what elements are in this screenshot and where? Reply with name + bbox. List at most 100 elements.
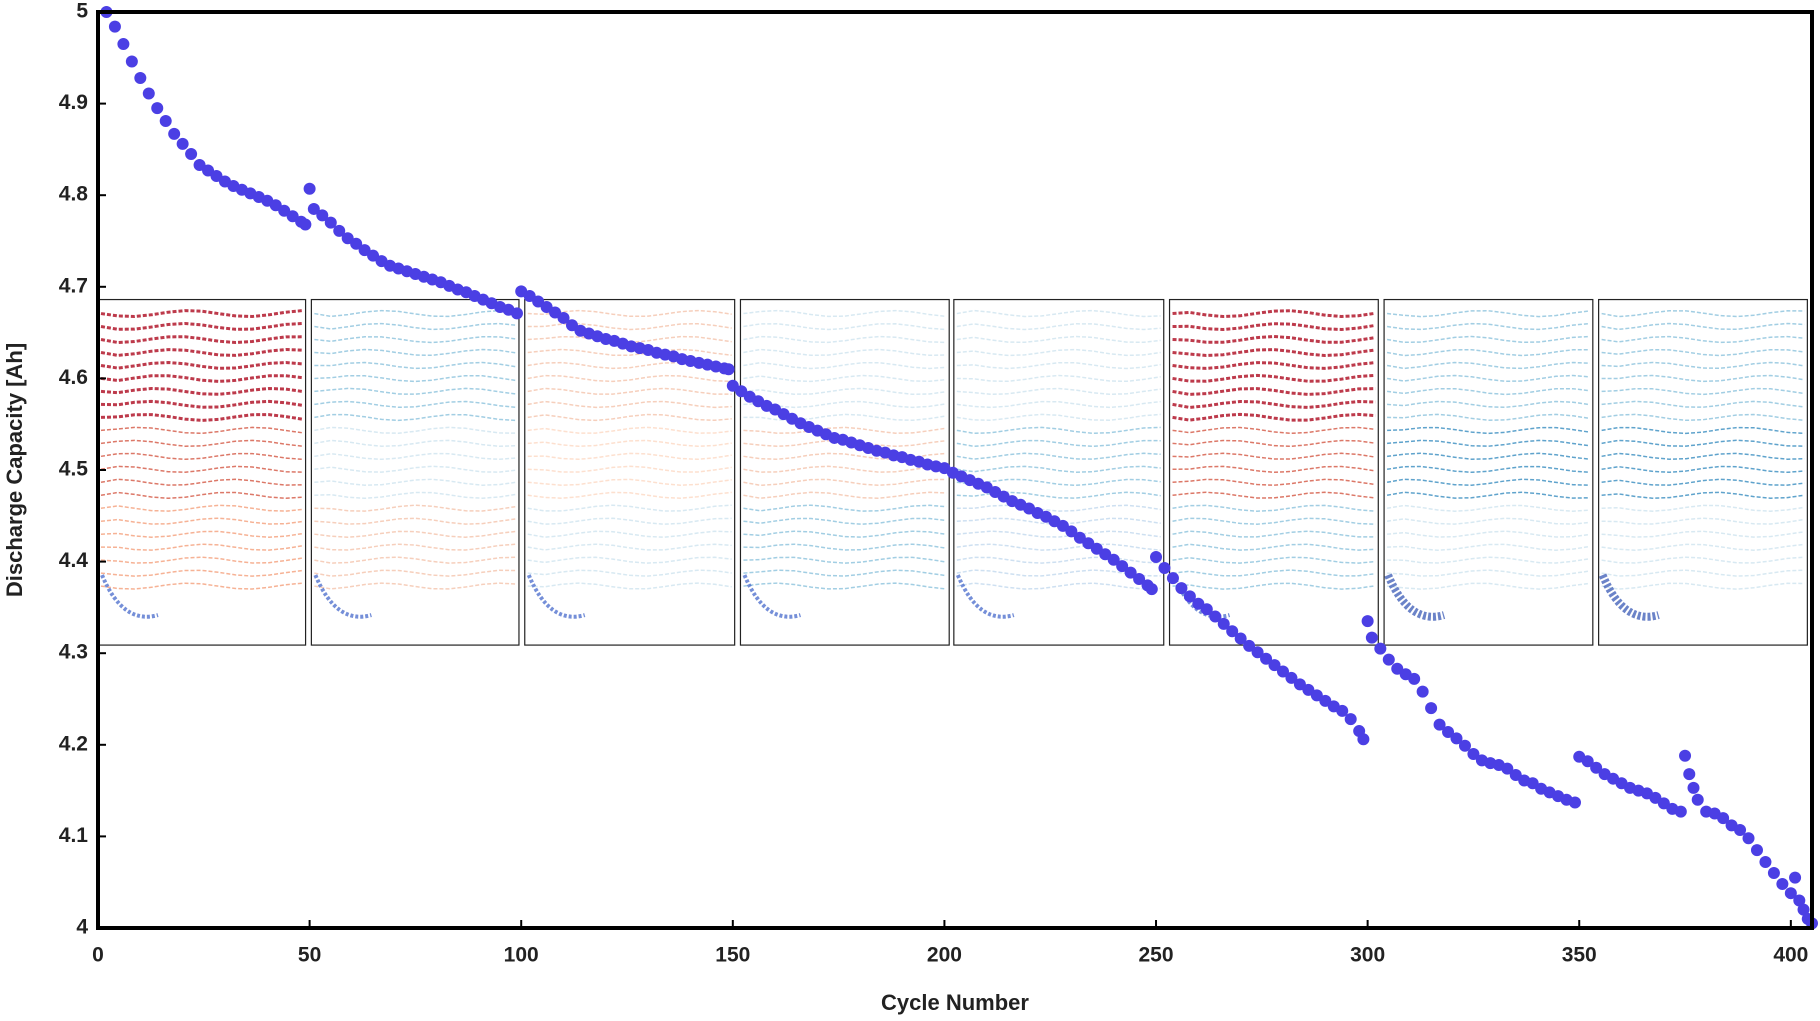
inset-stripe	[956, 309, 1161, 318]
inset-stripe	[1172, 452, 1376, 460]
inset-stripe	[100, 413, 303, 422]
inset-stripe	[956, 465, 1161, 473]
data-point	[1467, 747, 1480, 760]
data-point	[510, 307, 523, 320]
data-point	[185, 147, 198, 160]
data-point	[1458, 739, 1471, 752]
inset-stripe	[100, 374, 303, 383]
data-point	[1260, 652, 1273, 665]
inset-stripe	[100, 478, 303, 486]
inset-stripe	[1386, 452, 1590, 460]
data-point	[134, 71, 147, 84]
data-point	[324, 216, 337, 229]
data-point	[350, 237, 363, 250]
plot-frame	[96, 10, 1814, 930]
inset-stripe	[1386, 517, 1590, 525]
inset-stripe	[527, 504, 732, 512]
inset-stripe	[100, 335, 303, 345]
inset-stripe	[100, 543, 303, 551]
inset-stripe	[527, 322, 732, 331]
inset-stripe	[1601, 322, 1805, 331]
data-point	[142, 87, 155, 100]
data-point	[726, 379, 739, 392]
inset-stripe	[1386, 465, 1590, 474]
inset-stripe	[314, 348, 517, 357]
data-point	[1065, 525, 1078, 538]
inset-stripe	[1386, 491, 1590, 499]
data-point	[1442, 725, 1455, 738]
inset-stripe	[956, 374, 1161, 383]
data-point	[1683, 768, 1696, 781]
data-point	[269, 199, 282, 212]
inset-spike	[313, 574, 372, 619]
data-point	[722, 363, 735, 376]
data-point	[1717, 812, 1730, 825]
inset-stripe	[743, 400, 947, 409]
inset-stripe	[743, 530, 947, 538]
data-point	[1192, 597, 1205, 610]
data-point	[1750, 844, 1763, 857]
data-point	[1509, 769, 1522, 782]
data-point	[1183, 590, 1196, 603]
inset-stripe	[100, 360, 303, 370]
inset-stripe	[1172, 439, 1376, 448]
data-point	[565, 319, 578, 332]
inset-stripe	[743, 309, 947, 318]
inset-stripe	[100, 556, 303, 564]
inset-stripe	[956, 504, 1161, 512]
inset-stripe	[1601, 374, 1805, 383]
inset-stripe	[314, 387, 517, 395]
inset-frame	[1383, 298, 1594, 646]
inset-stripe	[956, 413, 1161, 421]
data-point	[1501, 762, 1514, 775]
y-tick-label: 4.9	[59, 91, 88, 114]
inset-stripe	[527, 374, 732, 383]
inset-stripe	[1601, 387, 1805, 396]
inset-stripe	[1387, 400, 1590, 409]
data-point	[1734, 823, 1747, 836]
data-point	[1209, 610, 1222, 623]
x-tick-label: 100	[504, 944, 539, 967]
data-point	[151, 102, 164, 115]
data-point	[1226, 625, 1239, 638]
data-point	[1285, 671, 1298, 684]
inset-stripe	[1601, 348, 1805, 357]
inset-stripe	[314, 361, 517, 370]
data-point	[193, 158, 206, 171]
data-point	[1344, 713, 1357, 726]
inset-stripe	[1387, 543, 1590, 551]
inset-stripe	[743, 361, 947, 370]
inset-stripe	[314, 309, 517, 318]
data-point	[1742, 832, 1755, 845]
inset-stripe	[1172, 504, 1376, 512]
inset-stripe	[527, 556, 732, 564]
inset-stripe	[1387, 426, 1590, 435]
inset-stripe	[1172, 399, 1376, 409]
inset-stripe	[743, 323, 947, 331]
inset-stripe	[527, 452, 732, 461]
data-point	[1175, 582, 1188, 595]
data-point	[1784, 887, 1797, 900]
inset-stripe	[100, 517, 303, 525]
inset-stripe	[1172, 491, 1376, 499]
inset-stripe	[314, 556, 517, 564]
inset-stripe	[100, 399, 303, 409]
inset-frame	[524, 298, 736, 646]
data-point	[1099, 548, 1112, 561]
inset-stripe	[1601, 310, 1805, 318]
data-point	[1391, 662, 1404, 675]
inset-stripe	[1172, 582, 1376, 590]
y-tick-label: 4	[76, 916, 88, 939]
inset-stripe	[314, 517, 517, 525]
inset-stripe	[956, 530, 1161, 538]
data-point	[1124, 566, 1137, 579]
inset-stripe	[743, 517, 947, 525]
inset-stripe	[743, 556, 947, 564]
data-point	[1767, 867, 1780, 880]
inset-stripe	[743, 335, 947, 344]
inset-stripe	[1601, 478, 1805, 486]
inset-stripe	[527, 517, 732, 525]
inset-spike	[955, 574, 1015, 619]
inset-stripe	[314, 543, 517, 551]
